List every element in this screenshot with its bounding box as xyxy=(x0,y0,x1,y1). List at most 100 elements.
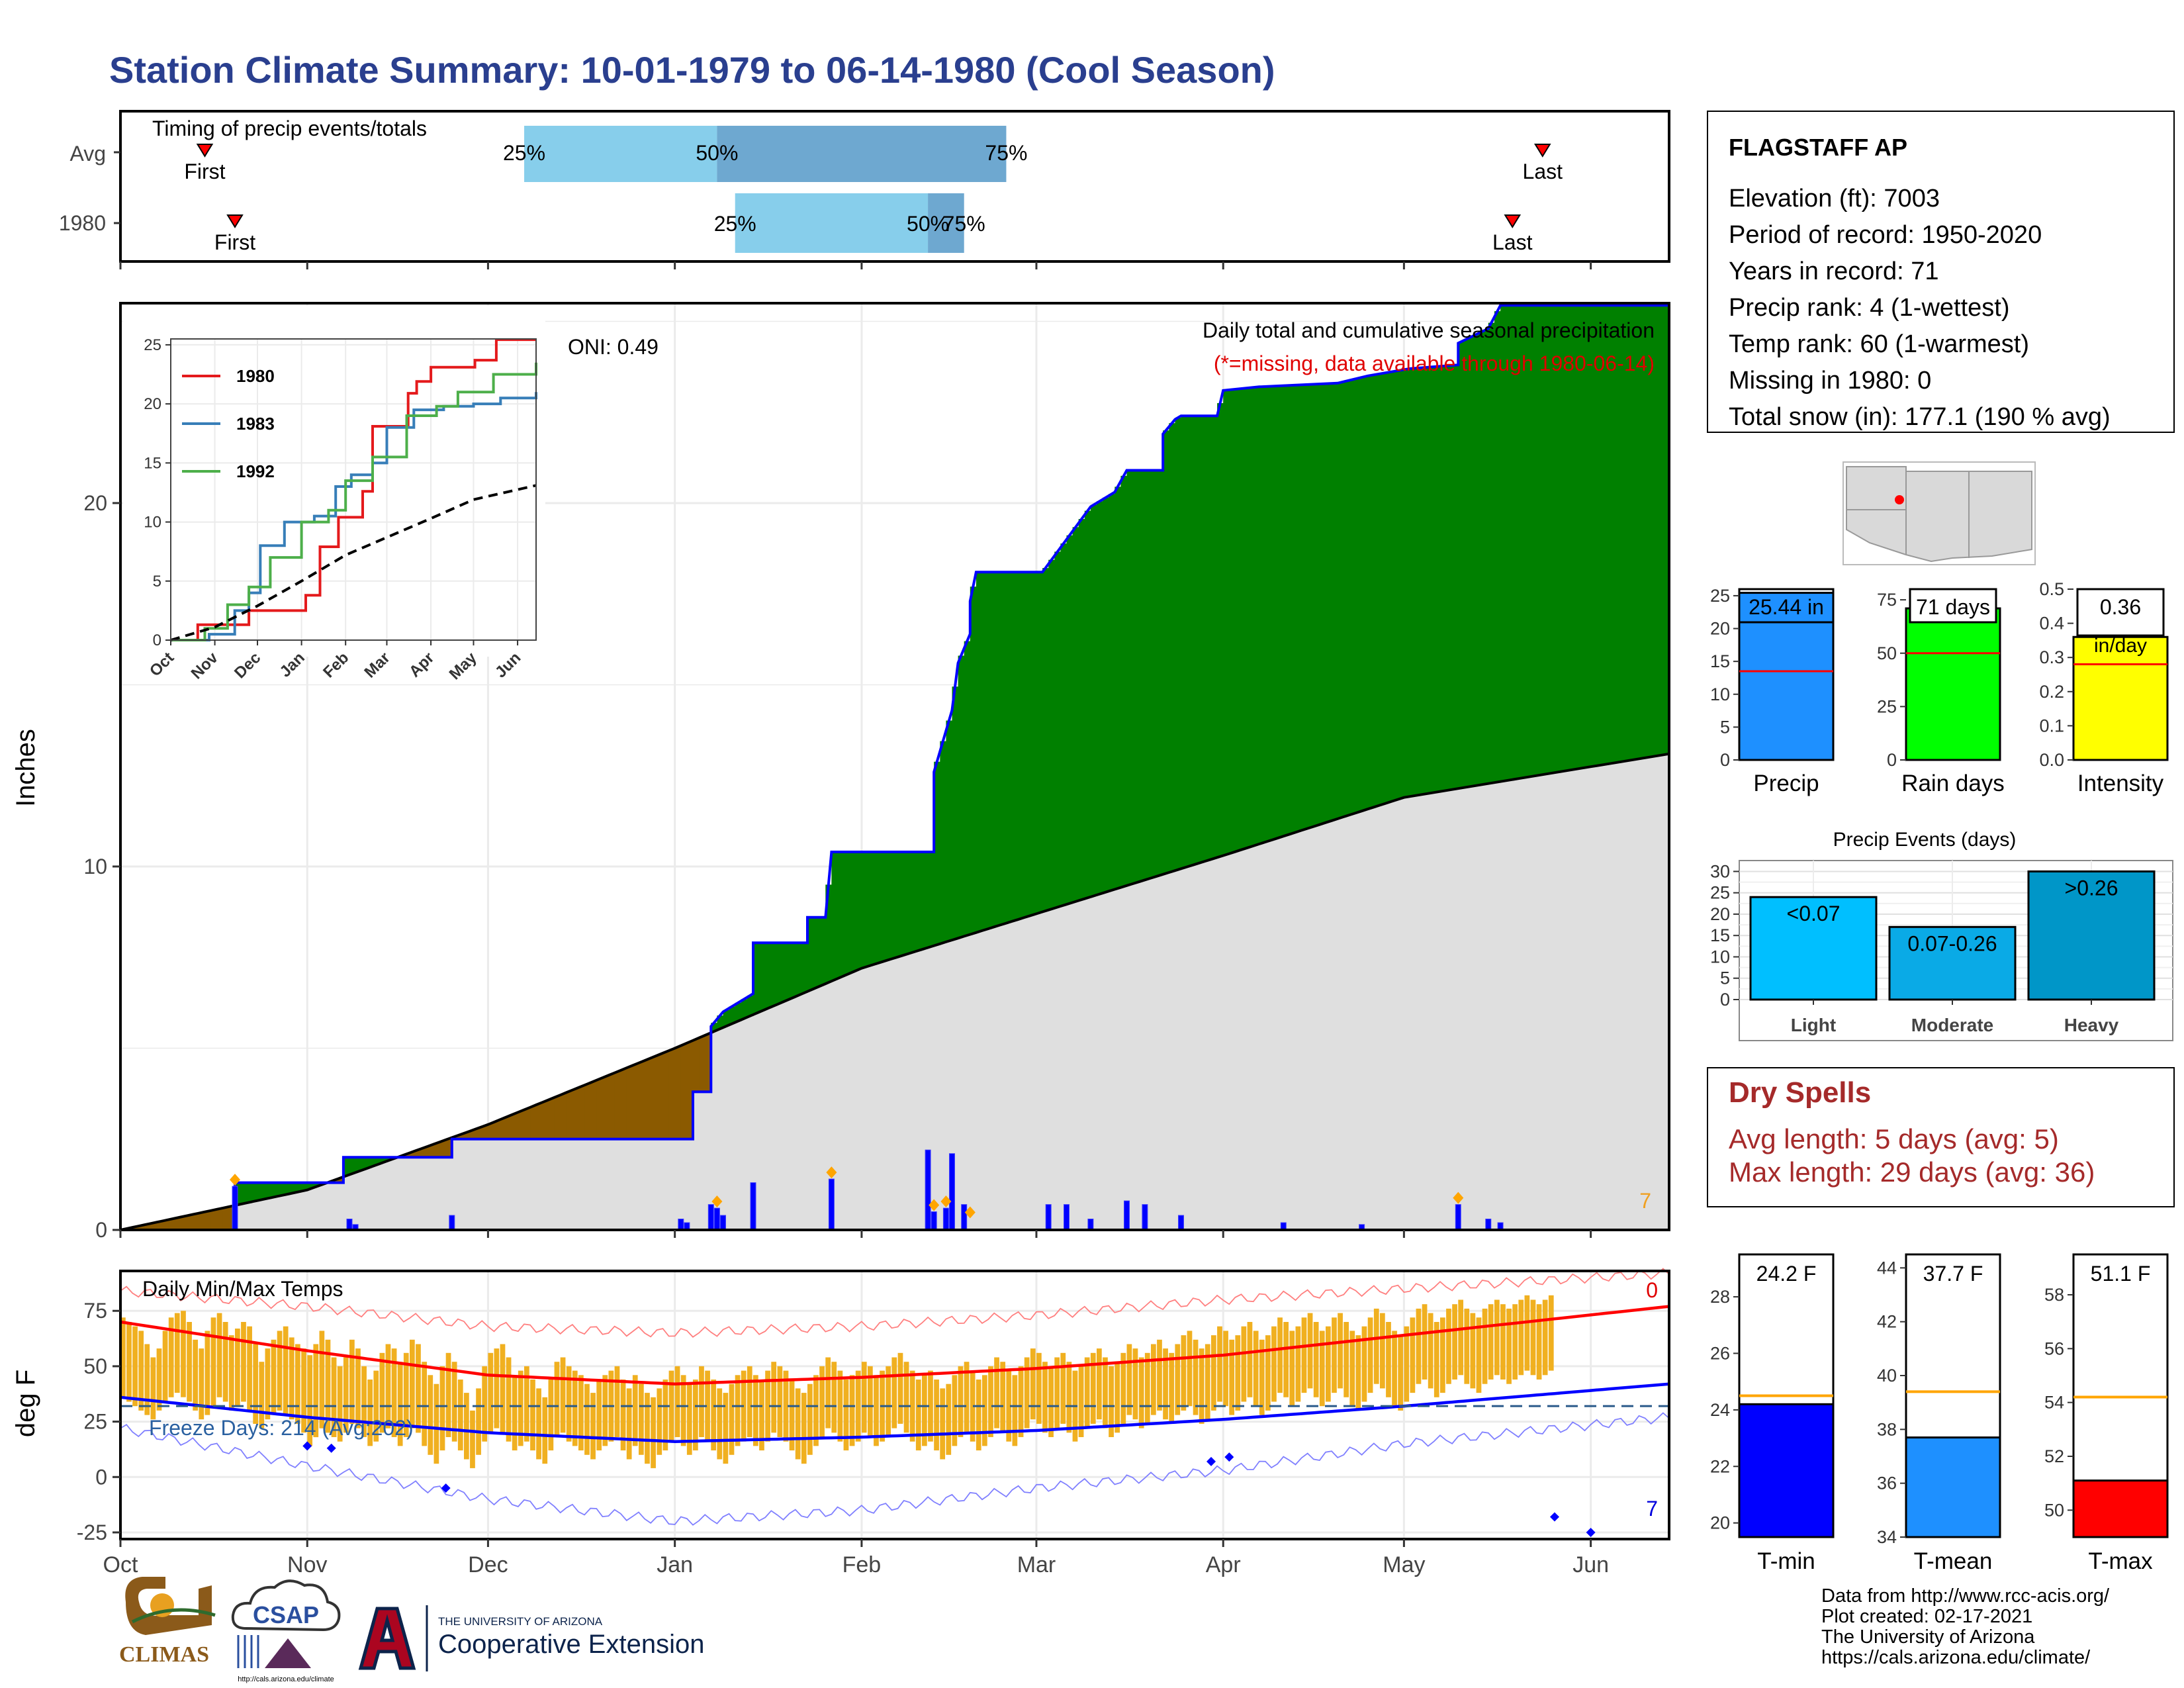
footer-line: Data from http://www.rcc-acis.org/ xyxy=(1821,1585,2110,1607)
daily-temp-range-bar xyxy=(433,1383,439,1464)
record-low-marker xyxy=(1586,1527,1596,1537)
daily-temp-range-bar xyxy=(1283,1322,1289,1397)
above-average-fill xyxy=(1452,365,1459,789)
ua-big-text: Cooperative Extension xyxy=(438,1630,704,1659)
above-average-fill xyxy=(1235,389,1242,851)
above-average-fill xyxy=(1084,510,1091,898)
event-bar-category-label: Moderate xyxy=(1911,1015,1993,1035)
summary-bar-y-tick-label: 10 xyxy=(1710,684,1730,704)
below-average-fill xyxy=(560,1094,567,1139)
daily-temp-range-bar xyxy=(1410,1317,1416,1393)
daily-temp-range-bar xyxy=(657,1388,662,1455)
above-average-fill xyxy=(295,1182,302,1192)
temp-summary-y-tick-label: 56 xyxy=(2044,1338,2064,1358)
daily-precip-bar xyxy=(707,1204,714,1231)
inset-legend-label: 1980 xyxy=(236,366,275,386)
daily-temp-range-bar xyxy=(686,1383,692,1455)
below-average-fill xyxy=(187,1215,193,1230)
below-average-fill xyxy=(566,1091,573,1139)
daily-temp-range-bar xyxy=(1380,1313,1385,1389)
above-average-fill xyxy=(837,852,844,978)
daily-temp-range-bar xyxy=(1042,1362,1048,1433)
summary-bar-value-label: 71 days xyxy=(1916,595,1990,619)
above-average-fill xyxy=(247,1182,253,1203)
daily-temp-range-bar xyxy=(325,1339,331,1433)
daily-temp-range-bar xyxy=(1157,1339,1162,1411)
daily-temp-range-bar xyxy=(403,1352,409,1437)
daily-temp-range-bar xyxy=(530,1380,535,1451)
above-average-fill xyxy=(994,572,1001,926)
daily-temp-range-bar xyxy=(168,1317,174,1397)
temp-summary-y-tick-label: 38 xyxy=(1877,1419,1897,1439)
daily-temp-range-bar xyxy=(162,1331,168,1402)
timing-p50-label: 50% xyxy=(696,141,738,165)
csap-bar-strokes xyxy=(237,1635,259,1668)
above-average-fill xyxy=(1277,385,1284,837)
daily-temp-range-bar xyxy=(1518,1299,1524,1376)
above-average-fill xyxy=(1482,330,1489,784)
above-average-fill xyxy=(909,852,917,953)
inset-legend-label: 1983 xyxy=(236,414,275,434)
daily-temp-range-bar xyxy=(210,1317,216,1407)
daily-temp-range-bar xyxy=(1097,1348,1102,1420)
above-average-fill xyxy=(1217,403,1224,857)
above-average-fill xyxy=(1175,417,1182,870)
inset-series-line-average xyxy=(170,484,537,641)
temp-y-tick-label: 75 xyxy=(83,1299,107,1323)
daily-temp-range-bar xyxy=(361,1366,367,1437)
daily-temp-range-bar xyxy=(1452,1304,1457,1380)
footer-credits: Data from http://www.rcc-acis.org/Plot c… xyxy=(1821,1585,2110,1668)
daily-temp-range-bar xyxy=(445,1352,451,1437)
above-average-fill xyxy=(1132,470,1140,883)
below-average-fill xyxy=(150,1223,158,1230)
snow-marker xyxy=(929,1199,940,1211)
daily-temp-range-bar xyxy=(397,1362,403,1446)
above-average-fill xyxy=(952,686,959,939)
daily-temp-range-bar xyxy=(253,1344,259,1424)
above-average-fill xyxy=(1181,416,1188,868)
above-average-fill xyxy=(1169,423,1176,872)
station-info-line: Period of record: 1950-2020 xyxy=(1729,221,2042,249)
missing-data-note: (*=missing, data available through 1980-… xyxy=(1214,352,1655,375)
daily-temp-range-bar xyxy=(982,1375,987,1446)
daily-temp-range-bar xyxy=(1030,1348,1036,1420)
daily-temp-range-bar xyxy=(524,1366,529,1442)
daily-temp-range-bar xyxy=(1428,1313,1433,1389)
above-average-fill xyxy=(1103,497,1109,892)
first-event-label: First xyxy=(184,160,225,183)
daily-temp-range-bar xyxy=(1259,1339,1265,1415)
daily-temp-range-bar xyxy=(283,1326,289,1415)
below-average-fill xyxy=(693,1039,700,1092)
daily-temp-range-bar xyxy=(1373,1308,1379,1384)
daily-temp-range-bar xyxy=(1265,1335,1271,1411)
above-average-fill xyxy=(367,1157,375,1167)
summary-bar-y-tick-label: 0.3 xyxy=(2039,647,2064,667)
above-average-fill xyxy=(1157,470,1163,876)
above-average-fill xyxy=(735,1002,742,1021)
daily-temp-range-bar xyxy=(379,1352,385,1433)
daily-temp-range-bar xyxy=(729,1383,735,1455)
csap-mountain-shape xyxy=(265,1638,311,1668)
above-average-fill xyxy=(1373,374,1381,806)
first-event-marker xyxy=(226,214,244,228)
daily-temp-range-bar xyxy=(645,1393,650,1464)
above-average-fill xyxy=(349,1157,356,1174)
locator-map xyxy=(1843,461,2036,565)
snow-marker xyxy=(940,1196,952,1208)
daily-temp-range-bar xyxy=(1187,1331,1193,1407)
station-name: FLAGSTAFF AP xyxy=(1729,134,1907,161)
daily-temp-range-bar xyxy=(1542,1299,1548,1376)
daily-temp-range-bar xyxy=(241,1322,246,1402)
above-average-fill xyxy=(880,852,886,962)
daily-temp-range-bar xyxy=(1277,1317,1283,1393)
below-average-fill xyxy=(542,1101,549,1139)
temp-summary-y-tick-label: 28 xyxy=(1710,1287,1730,1307)
below-average-fill xyxy=(132,1227,139,1230)
daily-temp-range-bar xyxy=(1422,1304,1428,1380)
above-average-fill xyxy=(1151,470,1158,877)
above-average-fill xyxy=(717,1015,724,1029)
above-average-fill xyxy=(301,1182,308,1191)
above-average-fill xyxy=(1253,387,1260,845)
above-average-fill xyxy=(988,572,995,928)
